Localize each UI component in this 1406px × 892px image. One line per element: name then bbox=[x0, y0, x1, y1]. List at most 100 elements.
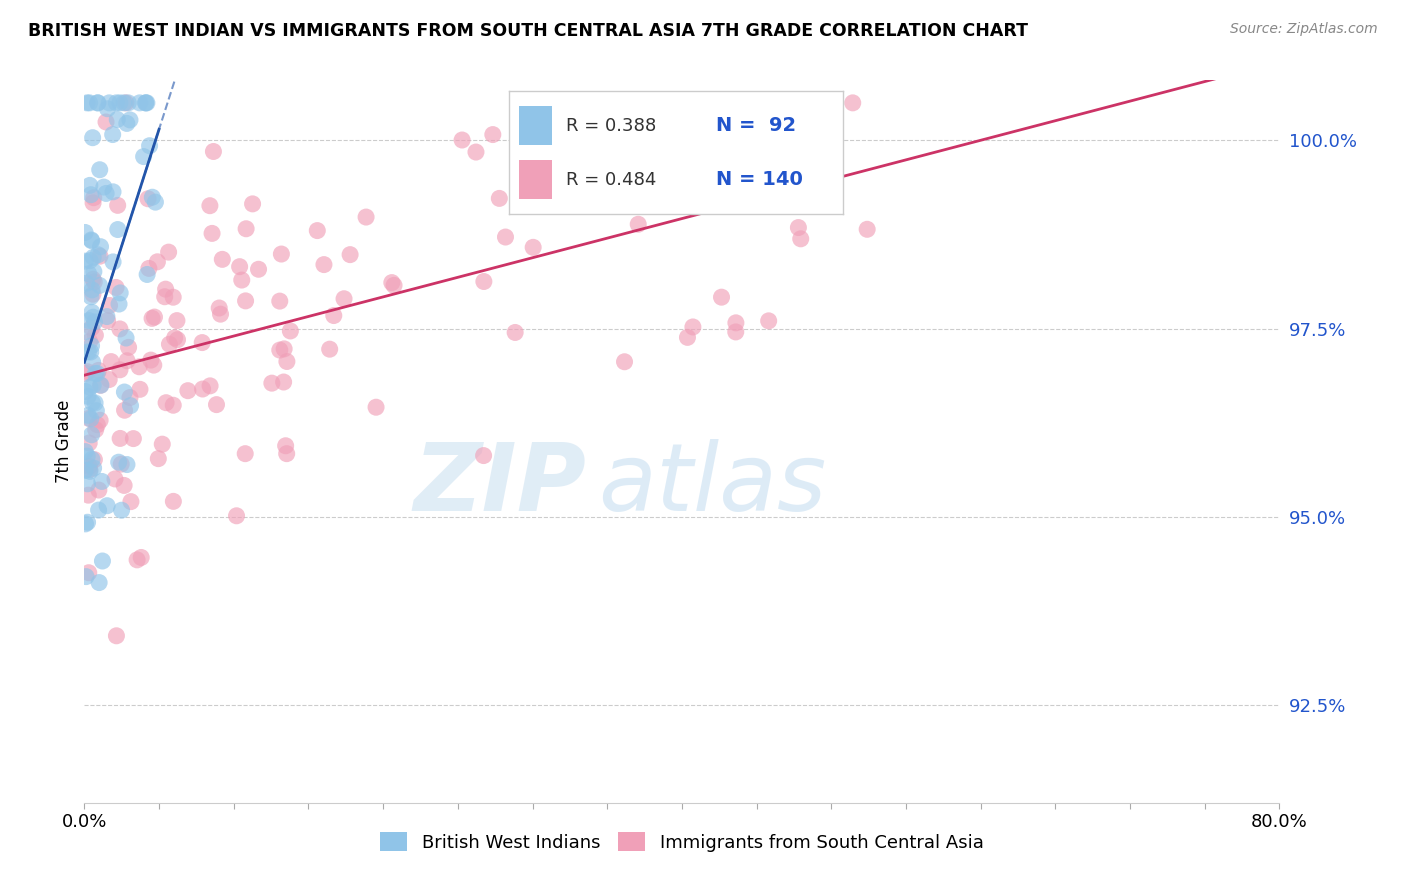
Point bbox=[135, 95, 157, 110]
Point bbox=[120, 494, 142, 508]
Point bbox=[198, 379, 221, 393]
Point bbox=[80, 233, 103, 247]
Point bbox=[75, 226, 97, 240]
Point bbox=[107, 455, 129, 469]
Point bbox=[84, 367, 107, 381]
Point bbox=[322, 309, 344, 323]
Point bbox=[148, 451, 170, 466]
Point bbox=[80, 412, 103, 426]
Point bbox=[135, 95, 157, 110]
Point bbox=[115, 353, 138, 368]
Point bbox=[105, 95, 128, 110]
Point bbox=[503, 326, 526, 340]
Point bbox=[824, 95, 846, 110]
Point bbox=[488, 191, 510, 205]
Point bbox=[128, 359, 150, 374]
Point bbox=[112, 384, 135, 399]
Point bbox=[107, 198, 129, 212]
Point bbox=[472, 275, 495, 289]
Point bbox=[339, 247, 361, 261]
Point bbox=[364, 401, 387, 415]
Point bbox=[205, 398, 228, 412]
Point bbox=[762, 124, 785, 138]
Point bbox=[98, 298, 121, 312]
Point bbox=[76, 449, 98, 463]
Point bbox=[101, 255, 124, 269]
Point bbox=[522, 240, 544, 254]
Point bbox=[79, 462, 101, 476]
Point bbox=[108, 95, 131, 110]
Point bbox=[676, 330, 699, 344]
Point bbox=[76, 95, 98, 110]
Point bbox=[242, 197, 264, 211]
Point bbox=[228, 260, 250, 274]
Point bbox=[162, 494, 184, 508]
Point bbox=[83, 265, 105, 279]
Point bbox=[108, 285, 131, 300]
Point bbox=[105, 629, 128, 643]
Point bbox=[87, 483, 110, 497]
Point bbox=[79, 464, 101, 478]
Point bbox=[276, 354, 298, 368]
Point bbox=[136, 192, 159, 206]
Point bbox=[676, 95, 699, 110]
Point bbox=[79, 178, 101, 193]
Point bbox=[89, 278, 111, 293]
Point bbox=[82, 310, 104, 325]
Point bbox=[269, 294, 291, 309]
Point bbox=[627, 217, 650, 231]
Point bbox=[129, 550, 152, 565]
Point bbox=[82, 195, 104, 210]
Point bbox=[682, 103, 704, 117]
Point bbox=[75, 254, 97, 268]
Point bbox=[163, 331, 186, 345]
Point bbox=[135, 95, 157, 110]
Point bbox=[118, 112, 141, 127]
Point bbox=[856, 222, 879, 236]
Point bbox=[89, 249, 111, 263]
Point bbox=[94, 186, 117, 201]
Point bbox=[114, 403, 136, 417]
Point bbox=[155, 395, 177, 409]
Point bbox=[77, 411, 100, 425]
Point bbox=[75, 384, 97, 399]
Point bbox=[713, 175, 735, 189]
Point bbox=[80, 339, 103, 353]
Point bbox=[208, 301, 231, 315]
Point bbox=[247, 262, 270, 277]
Point bbox=[84, 328, 107, 343]
Point bbox=[94, 115, 117, 129]
Point bbox=[82, 355, 104, 369]
Point bbox=[110, 457, 132, 471]
Point bbox=[276, 447, 298, 461]
Point bbox=[104, 472, 127, 486]
Point bbox=[191, 382, 214, 396]
Point bbox=[77, 344, 100, 359]
Point bbox=[91, 554, 114, 568]
Point bbox=[273, 375, 295, 389]
Point bbox=[101, 185, 124, 199]
Point bbox=[75, 463, 97, 477]
Point bbox=[86, 95, 108, 110]
Point bbox=[115, 95, 138, 110]
Point bbox=[128, 95, 150, 110]
Point bbox=[619, 95, 641, 110]
Point bbox=[127, 553, 149, 567]
Text: Source: ZipAtlas.com: Source: ZipAtlas.com bbox=[1230, 22, 1378, 37]
Point bbox=[145, 195, 167, 210]
Text: BRITISH WEST INDIAN VS IMMIGRANTS FROM SOUTH CENTRAL ASIA 7TH GRADE CORRELATION : BRITISH WEST INDIAN VS IMMIGRANTS FROM S… bbox=[28, 22, 1028, 40]
Point bbox=[166, 313, 188, 327]
Text: ZIP: ZIP bbox=[413, 439, 586, 531]
Point bbox=[280, 324, 302, 338]
Point bbox=[231, 273, 253, 287]
Point bbox=[273, 342, 295, 356]
Point bbox=[202, 145, 225, 159]
Text: atlas: atlas bbox=[599, 440, 827, 531]
Point bbox=[787, 220, 810, 235]
Point bbox=[270, 247, 292, 261]
Point bbox=[138, 261, 160, 276]
Point bbox=[758, 314, 780, 328]
Point bbox=[162, 290, 184, 304]
Point bbox=[77, 409, 100, 423]
Point bbox=[724, 316, 747, 330]
